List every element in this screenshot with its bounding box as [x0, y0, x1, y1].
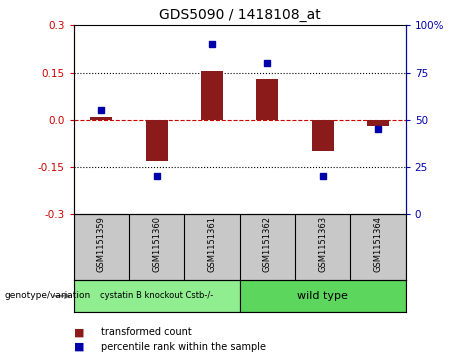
Bar [74, 280, 240, 312]
Text: ■: ■ [74, 327, 84, 337]
Text: cystatin B knockout Cstb-/-: cystatin B knockout Cstb-/- [100, 291, 213, 300]
Text: wild type: wild type [297, 291, 348, 301]
Text: percentile rank within the sample: percentile rank within the sample [101, 342, 266, 352]
Text: GSM1151361: GSM1151361 [207, 216, 217, 272]
Bar [90, 117, 112, 120]
Text: transformed count: transformed count [101, 327, 192, 337]
Text: GSM1151360: GSM1151360 [152, 216, 161, 272]
Text: GSM1151364: GSM1151364 [373, 216, 383, 272]
Text: genotype/variation: genotype/variation [5, 291, 91, 300]
Text: GSM1151362: GSM1151362 [263, 216, 272, 272]
Bar [256, 79, 278, 120]
Bar [240, 280, 406, 312]
Text: GSM1151363: GSM1151363 [318, 216, 327, 272]
Bar [312, 120, 334, 151]
Text: ■: ■ [74, 342, 84, 352]
Title: GDS5090 / 1418108_at: GDS5090 / 1418108_at [159, 8, 320, 22]
Bar [201, 71, 223, 120]
Bar [367, 120, 389, 126]
Text: GSM1151359: GSM1151359 [97, 216, 106, 272]
Bar [146, 120, 168, 161]
